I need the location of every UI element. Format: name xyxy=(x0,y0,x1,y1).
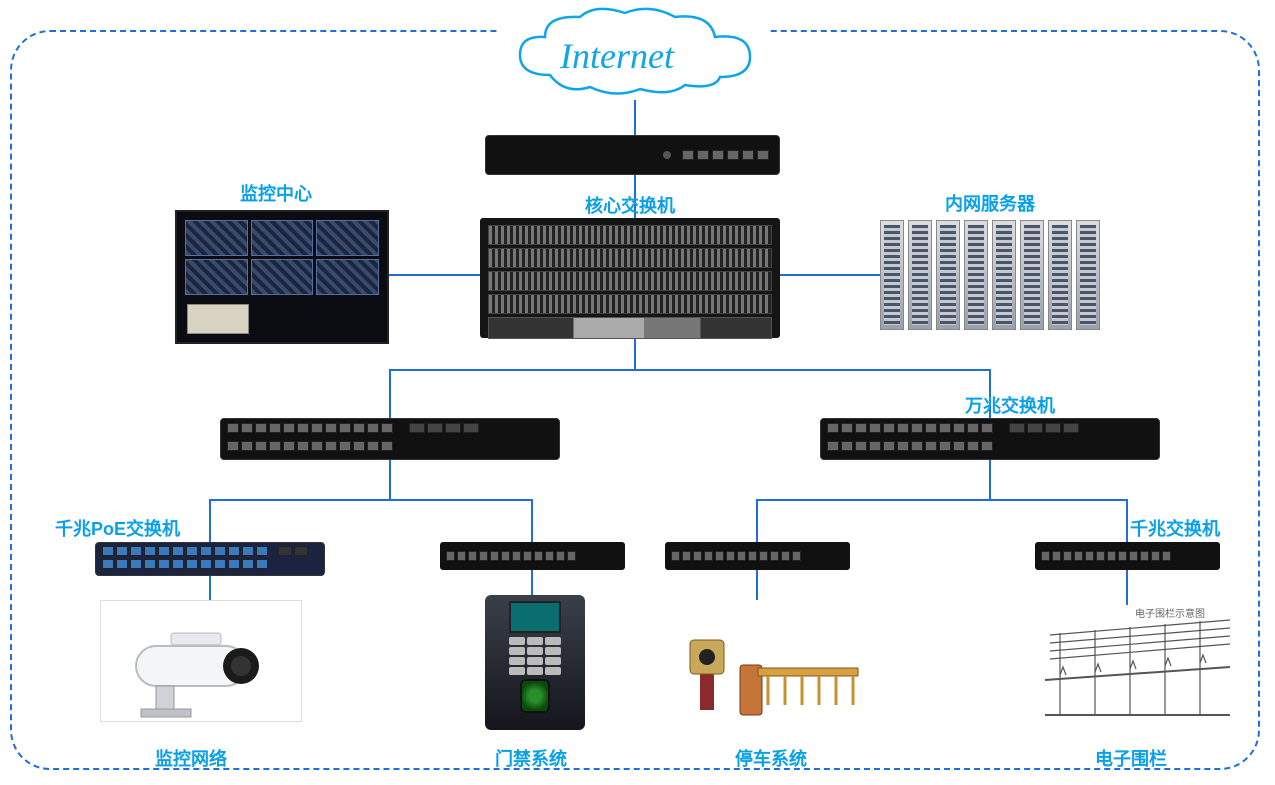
access-switch-3 xyxy=(665,542,850,570)
core-switch-device xyxy=(480,218,780,338)
parking-device xyxy=(680,600,870,720)
access-control-label: 门禁系统 xyxy=(495,745,567,771)
agg-switch-left xyxy=(220,418,560,460)
fence-label: 电子围栏 xyxy=(1095,745,1167,771)
access-switch-2 xyxy=(440,542,625,570)
gig-switch-label: 千兆交换机 xyxy=(1130,515,1220,541)
gig-switch-device xyxy=(1035,542,1220,570)
camera-label: 监控网络 xyxy=(155,745,227,771)
agg-switch-right xyxy=(820,418,1160,460)
server-farm-device xyxy=(880,220,1110,330)
monitor-center-label: 监控中心 xyxy=(240,180,312,206)
ten-gig-switch-label: 万兆交换机 xyxy=(965,392,1055,418)
poe-switch-device xyxy=(95,542,325,576)
fence-device: 电子围栏示意图 xyxy=(1040,605,1235,720)
core-switch-label: 核心交换机 xyxy=(585,192,675,218)
internet-label: Internet xyxy=(560,35,674,77)
router-device xyxy=(485,135,780,175)
parking-label: 停车系统 xyxy=(735,745,807,771)
intranet-server-label: 内网服务器 xyxy=(945,190,1035,216)
monitor-center-device xyxy=(175,210,389,344)
svg-text:电子围栏示意图: 电子围栏示意图 xyxy=(1135,607,1205,620)
access-control-device xyxy=(485,595,585,730)
poe-switch-label: 千兆PoE交换机 xyxy=(55,515,180,541)
camera-device xyxy=(100,600,302,722)
